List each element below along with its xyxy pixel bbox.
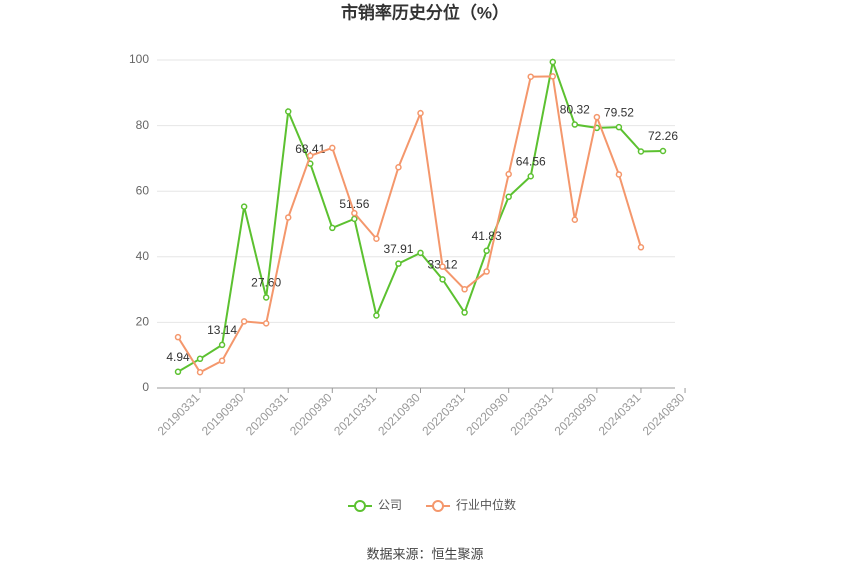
point [527,73,534,80]
data-label: 64.56 [516,154,546,168]
point [351,209,358,217]
series-line [177,58,664,373]
y-tick-label: 20 [136,315,150,329]
source: 数据来源：恒生聚源 [366,546,483,561]
legend-label: 公司 [378,498,402,512]
x-tick-label: 20220331 [419,390,467,438]
y-tick-label: 0 [142,380,149,394]
point [483,247,490,255]
point [395,260,402,267]
data-label: 27.60 [251,276,281,290]
point [218,341,226,349]
x-tick-label: 20230331 [507,390,555,438]
y-tick-label: 40 [136,249,150,263]
point [417,249,424,257]
point [461,309,468,316]
data-label: 41.83 [472,229,502,243]
point [174,368,182,376]
point [218,357,226,365]
data-label: 80.32 [560,103,590,117]
point [483,268,490,275]
point [439,276,446,283]
x-tick-label: 20190331 [155,390,203,438]
point [505,170,512,178]
point [329,224,336,232]
point [549,73,557,80]
point [439,263,446,270]
chart-title: 市销率历史分位（%） [341,2,509,22]
legend-marker [432,500,445,512]
data-label: 13.14 [207,323,237,337]
point [351,215,358,223]
point [505,193,512,201]
x-tick-label: 20200930 [287,390,335,438]
x-tick-label: 20200331 [243,390,291,438]
data-label: 37.91 [383,242,413,256]
point [262,320,270,327]
data-label: 72.26 [648,129,678,143]
point [395,164,402,171]
y-tick-label: 100 [129,52,149,66]
data-label: 51.56 [339,197,369,211]
point [615,171,623,178]
data-label: 4.94 [166,350,190,364]
point [240,203,248,210]
point [637,148,645,155]
series-line [177,75,642,374]
x-tick-label: 20230930 [552,390,600,438]
point [527,172,534,180]
x-tick-label: 20190930 [199,390,247,438]
x-tick-label: 20240830 [640,390,688,438]
point [549,58,557,66]
data-label: 79.52 [604,105,634,119]
y-tick-label: 80 [136,118,150,132]
x-tick-label: 20210331 [331,390,379,438]
point [284,108,292,115]
point [637,244,645,251]
point [615,123,623,131]
y-tick-label: 60 [136,183,150,197]
point [262,294,270,301]
point [174,333,182,341]
point [571,216,579,223]
point [196,369,204,376]
point [373,235,380,243]
point [284,214,292,221]
point [307,152,314,160]
x-tick-label: 20240331 [596,390,644,438]
x-tick-label: 20210930 [375,390,423,438]
point [417,109,424,117]
legend-label: 行业中位数 [456,497,516,512]
point [571,121,579,128]
point [240,318,248,325]
x-tick-label: 20220930 [463,390,511,438]
point [373,312,380,319]
point [329,144,336,152]
point [196,355,204,363]
legend-marker [354,500,366,512]
point [461,286,468,293]
point [659,147,667,155]
point [593,113,601,121]
